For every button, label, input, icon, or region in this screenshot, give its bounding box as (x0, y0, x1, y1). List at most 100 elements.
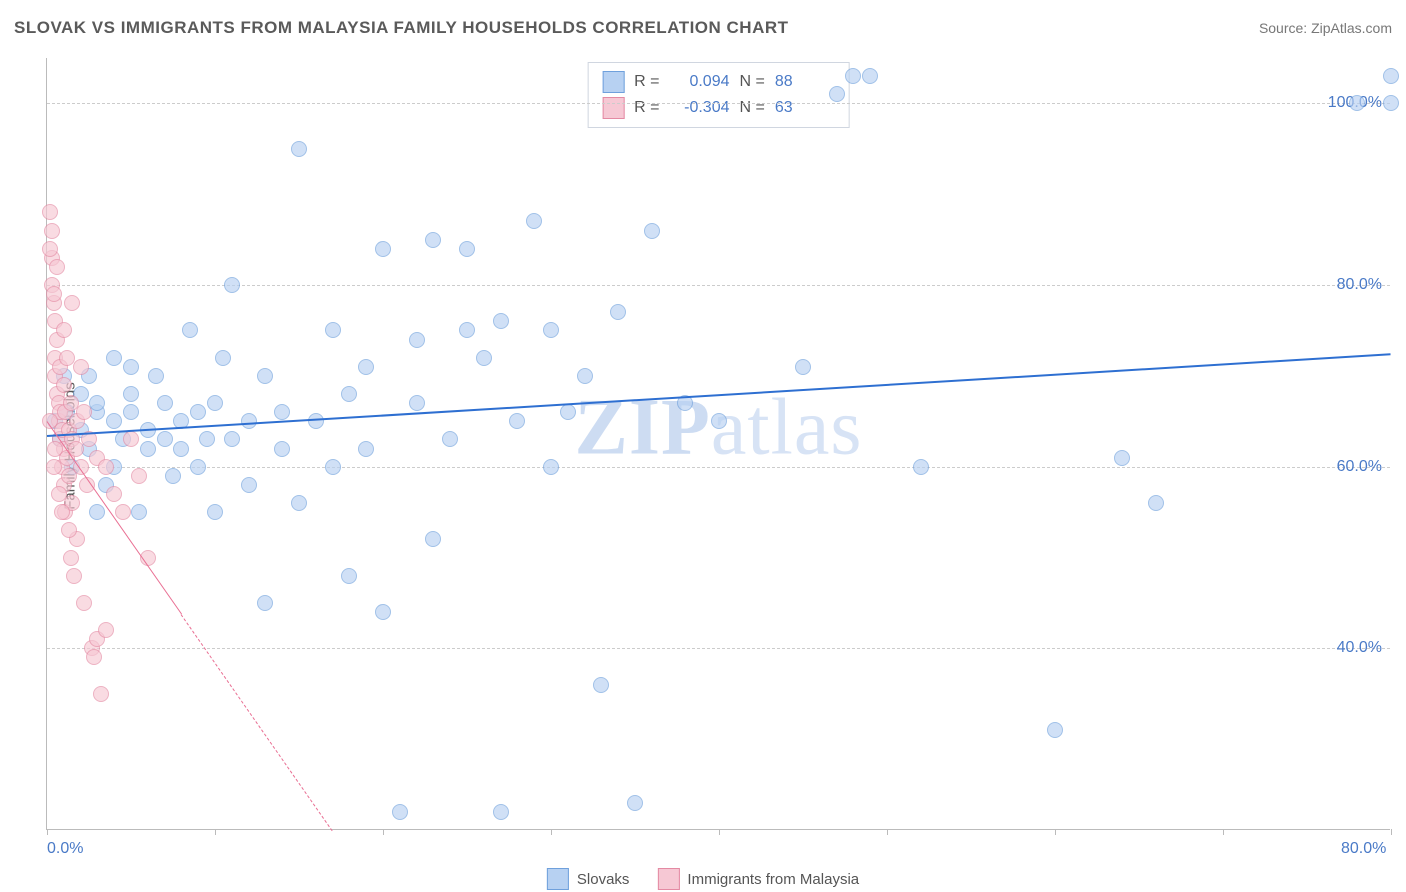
data-point (64, 295, 80, 311)
data-point (257, 368, 273, 384)
data-point (442, 431, 458, 447)
data-point (140, 441, 156, 457)
data-point (375, 241, 391, 257)
data-point (224, 277, 240, 293)
data-point (257, 595, 273, 611)
data-point (476, 350, 492, 366)
data-point (199, 431, 215, 447)
data-point (325, 459, 341, 475)
data-point (44, 223, 60, 239)
x-tick (215, 829, 216, 835)
chart-header: SLOVAK VS IMMIGRANTS FROM MALAYSIA FAMIL… (14, 18, 1392, 38)
x-tick (383, 829, 384, 835)
data-point (46, 459, 62, 475)
series-swatch (657, 868, 679, 890)
data-point (1148, 495, 1164, 511)
data-point (358, 359, 374, 375)
data-point (46, 286, 62, 302)
data-point (115, 504, 131, 520)
gridline (47, 285, 1390, 286)
data-point (241, 413, 257, 429)
source-label: Source: ZipAtlas.com (1259, 20, 1392, 36)
x-tick (1391, 829, 1392, 835)
data-point (76, 404, 92, 420)
gridline (47, 467, 1390, 468)
data-point (207, 504, 223, 520)
data-point (215, 350, 231, 366)
data-point (165, 468, 181, 484)
data-point (913, 459, 929, 475)
data-point (845, 68, 861, 84)
series-legend: Slovaks Immigrants from Malaysia (547, 868, 859, 890)
n-label: N = (740, 99, 765, 117)
x-tick-label: 0.0% (47, 840, 83, 858)
data-point (157, 395, 173, 411)
data-point (593, 677, 609, 693)
data-point (123, 404, 139, 420)
series-swatch (547, 868, 569, 890)
chart-title: SLOVAK VS IMMIGRANTS FROM MALAYSIA FAMIL… (14, 18, 789, 38)
data-point (182, 322, 198, 338)
data-point (42, 241, 58, 257)
data-point (123, 359, 139, 375)
trend-line (181, 614, 333, 831)
data-point (49, 259, 65, 275)
data-point (98, 459, 114, 475)
r-label: R = (634, 99, 659, 117)
data-point (392, 804, 408, 820)
series-swatch (602, 71, 624, 93)
data-point (56, 322, 72, 338)
data-point (148, 368, 164, 384)
data-point (89, 504, 105, 520)
data-point (93, 686, 109, 702)
legend-item: Immigrants from Malaysia (657, 868, 859, 890)
data-point (493, 804, 509, 820)
data-point (610, 304, 626, 320)
data-point (459, 322, 475, 338)
data-point (241, 477, 257, 493)
legend-item: Slovaks (547, 868, 630, 890)
data-point (291, 495, 307, 511)
data-point (61, 522, 77, 538)
x-tick (47, 829, 48, 835)
data-point (711, 413, 727, 429)
r-label: R = (634, 73, 659, 91)
data-point (341, 568, 357, 584)
data-point (207, 395, 223, 411)
data-point (131, 468, 147, 484)
gridline (47, 103, 1390, 104)
data-point (66, 568, 82, 584)
data-point (123, 431, 139, 447)
data-point (190, 404, 206, 420)
data-point (56, 377, 72, 393)
data-point (106, 350, 122, 366)
data-point (274, 441, 290, 457)
data-point (341, 386, 357, 402)
n-label: N = (740, 73, 765, 91)
data-point (51, 486, 67, 502)
data-point (1349, 95, 1365, 111)
data-point (42, 204, 58, 220)
data-point (493, 313, 509, 329)
data-point (795, 359, 811, 375)
data-point (409, 332, 425, 348)
data-point (560, 404, 576, 420)
r-value: -0.304 (670, 99, 730, 117)
y-tick-label: 60.0% (1337, 458, 1382, 476)
data-point (358, 441, 374, 457)
data-point (157, 431, 173, 447)
legend-label: Slovaks (577, 871, 630, 888)
n-value: 63 (775, 99, 835, 117)
data-point (526, 213, 542, 229)
data-point (86, 649, 102, 665)
data-point (862, 68, 878, 84)
y-tick-label: 80.0% (1337, 276, 1382, 294)
data-point (76, 595, 92, 611)
data-point (89, 395, 105, 411)
data-point (224, 431, 240, 447)
stats-row: R =0.094N =88 (602, 69, 835, 95)
data-point (274, 404, 290, 420)
data-point (459, 241, 475, 257)
data-point (123, 386, 139, 402)
data-point (644, 223, 660, 239)
